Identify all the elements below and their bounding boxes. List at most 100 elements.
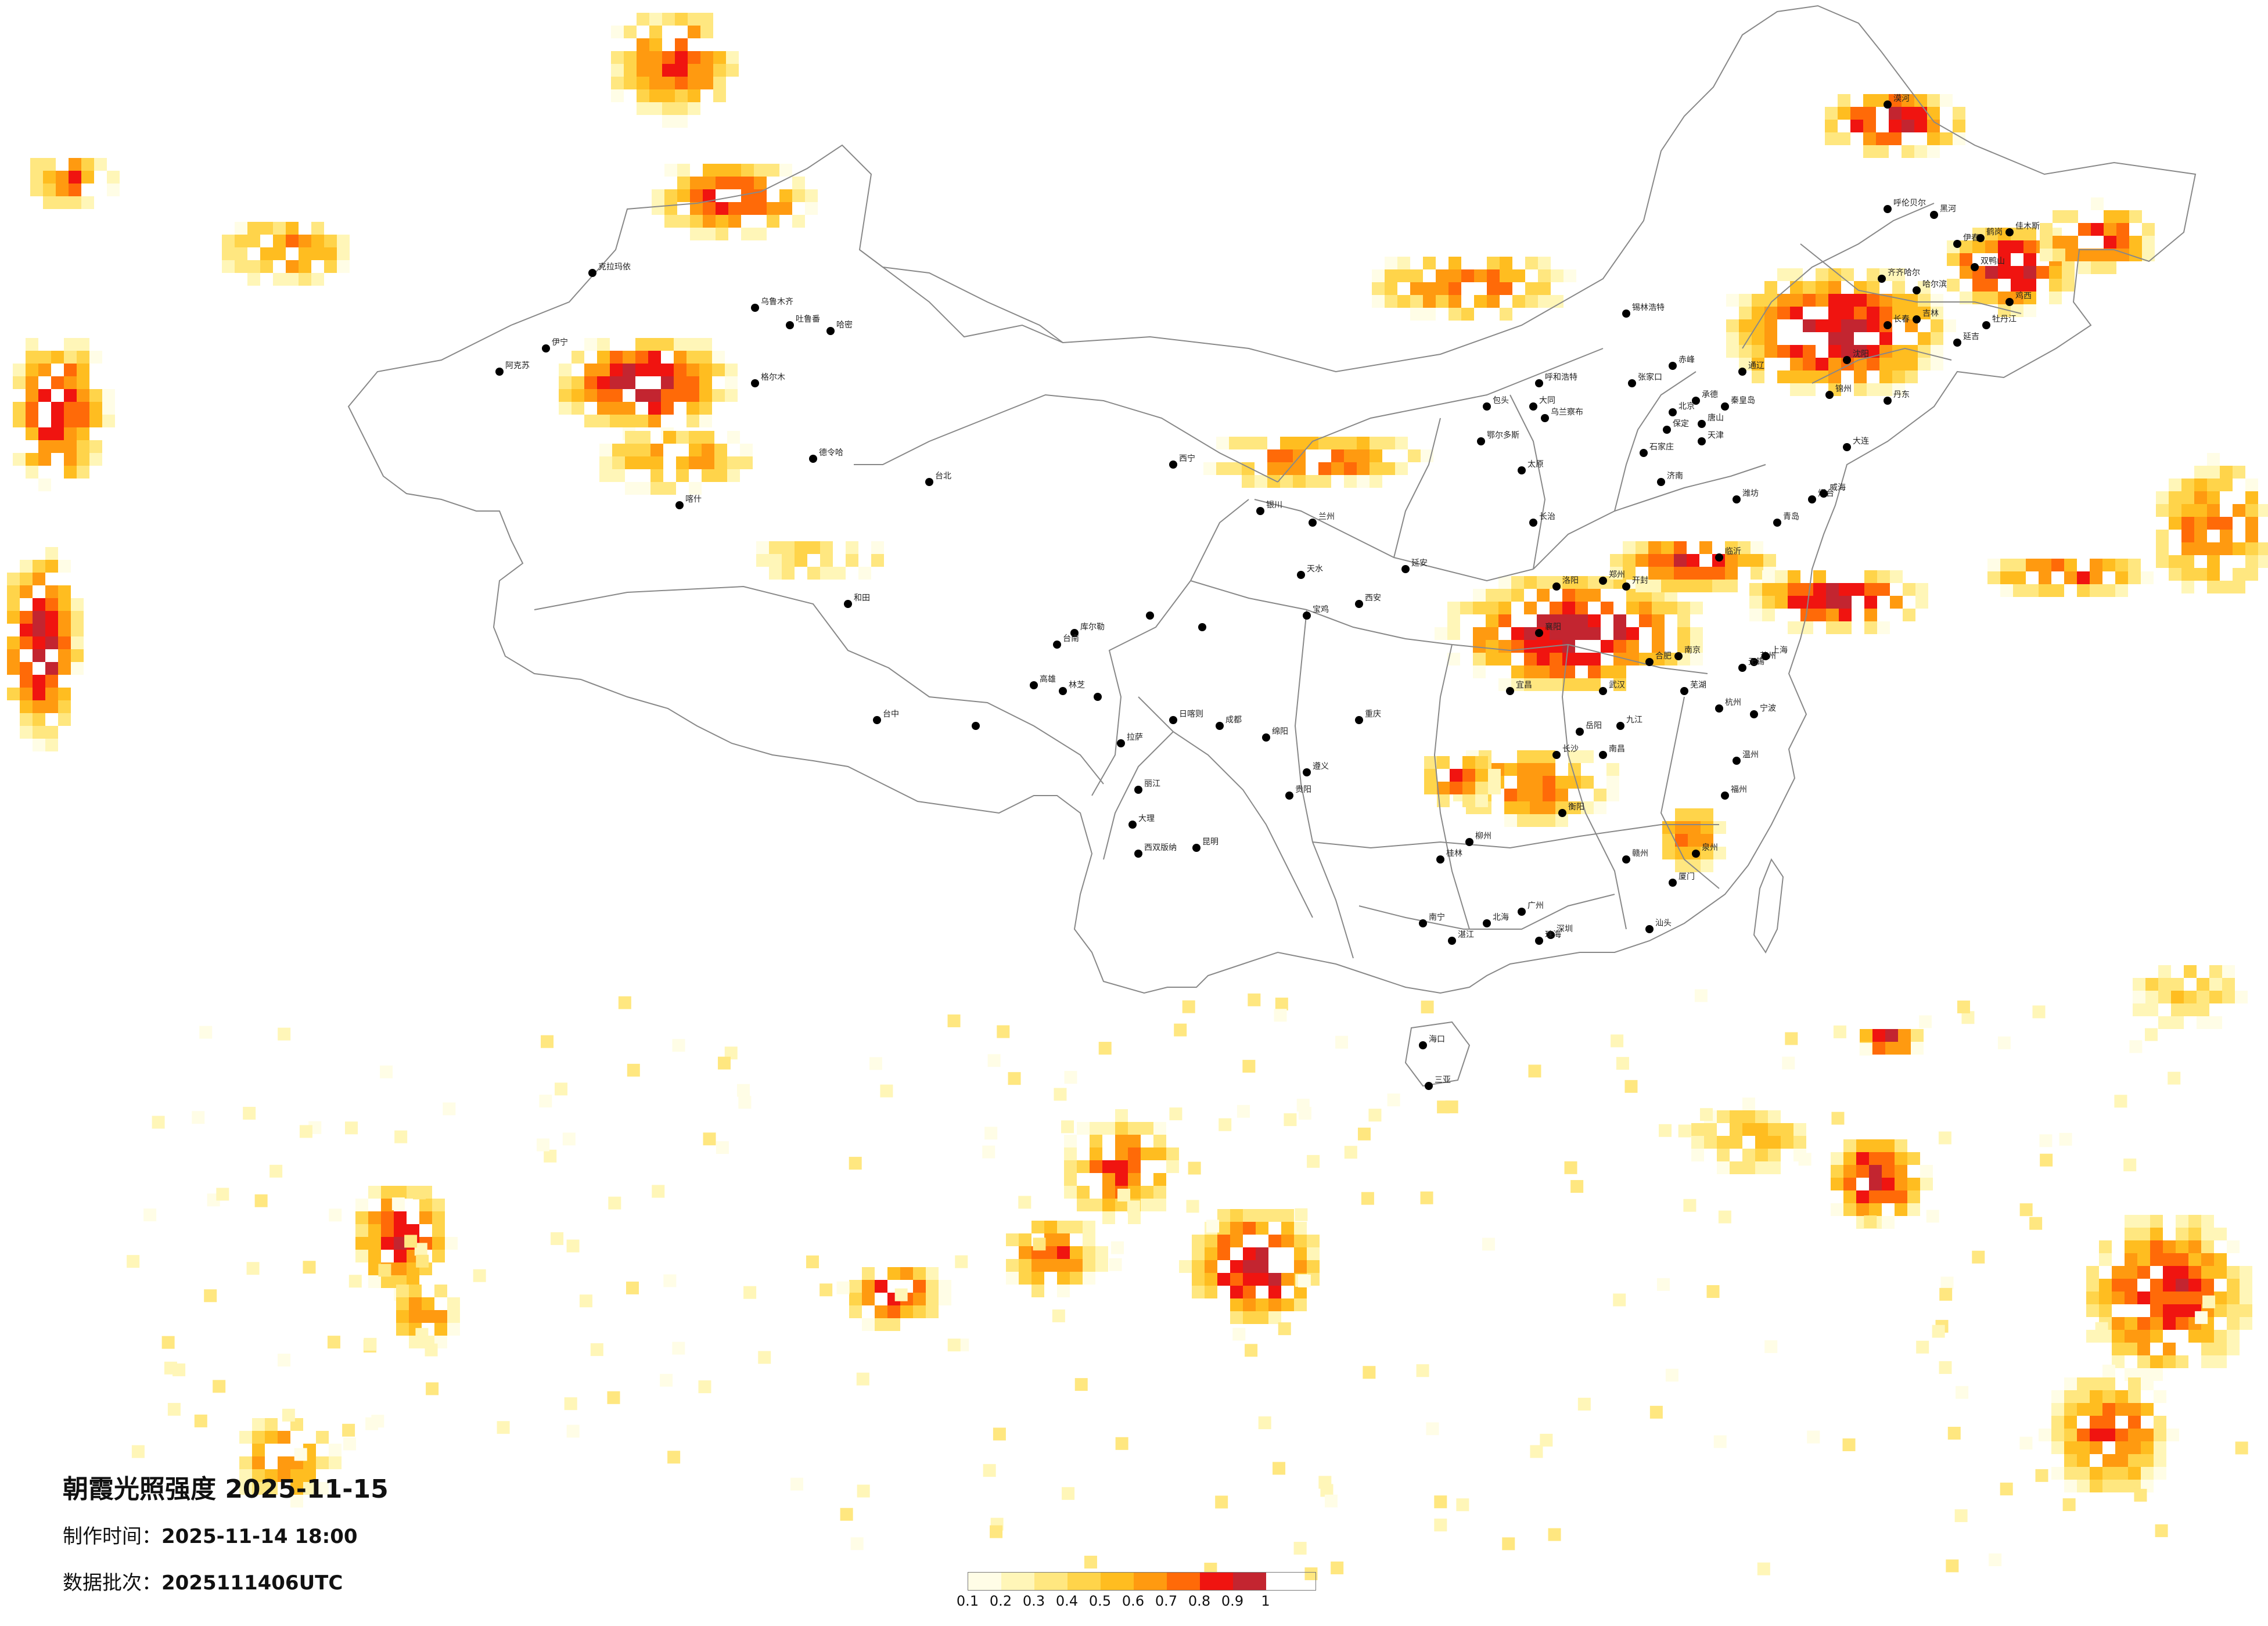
city-dot [1721, 402, 1729, 411]
city-dot [1448, 937, 1456, 945]
city-label: 泉州 [1702, 843, 1718, 852]
city-label: 喀什 [685, 495, 702, 504]
city-label: 杭州 [1725, 698, 1741, 707]
city-dot [1558, 809, 1566, 817]
city-label: 西安 [1365, 593, 1381, 603]
city-dot [1622, 582, 1630, 591]
data-batch-value: 2025111406UTC [161, 1571, 343, 1595]
city-label: 无锡 [1748, 657, 1764, 667]
city-dot [1953, 240, 1961, 248]
city-dot [1692, 850, 1700, 858]
city-label: 银川 [1266, 501, 1282, 510]
city-dot [1535, 379, 1543, 387]
city-label: 厦门 [1678, 872, 1695, 882]
city-dot [873, 716, 881, 724]
city-dot [751, 304, 759, 312]
city-dot [1297, 571, 1305, 579]
city-dot [1535, 937, 1543, 945]
city-label: 和田 [854, 593, 870, 603]
city-label: 柳州 [1475, 831, 1491, 841]
legend-tick-label: 1 [1261, 1593, 1270, 1609]
city-dot [1262, 733, 1270, 742]
city-dot [1820, 490, 1828, 498]
city-label: 林芝 [1069, 681, 1085, 690]
legend-tick-label: 0.7 [1155, 1593, 1178, 1609]
city-label: 海口 [1429, 1035, 1445, 1044]
city-label: 包头 [1493, 396, 1509, 405]
city-dot [1715, 704, 1723, 713]
city-label: 台南 [1063, 634, 1079, 643]
city-dot [1059, 687, 1067, 695]
city-label: 伊春 [1963, 233, 1979, 243]
city-dot [1436, 855, 1444, 864]
city-dot [1645, 658, 1654, 666]
city-dot [2005, 228, 2014, 236]
city-label: 吉林 [1922, 309, 1939, 318]
city-dot [1738, 368, 1746, 376]
city-label: 呼和浩特 [1545, 373, 1577, 382]
city-dot [1053, 641, 1061, 649]
city-label: 湛江 [1458, 930, 1474, 940]
city-label: 长春 [1893, 315, 1910, 324]
production-time-label: 制作时间： [63, 1525, 161, 1548]
legend-tick-label: 0.2 [989, 1593, 1012, 1609]
city-label: 西宁 [1179, 454, 1195, 463]
legend-tick-label: 0.1 [956, 1593, 979, 1609]
legend-swatch [1101, 1573, 1134, 1590]
city-dot [1518, 466, 1526, 474]
city-label: 三亚 [1435, 1075, 1451, 1085]
city-label: 洛阳 [1562, 576, 1579, 585]
city-label: 延安 [1411, 559, 1428, 568]
city-dot [1134, 786, 1142, 794]
city-dot [1117, 739, 1125, 747]
data-batch: 数据批次：2025111406UTC [63, 1567, 343, 1595]
city-label: 太原 [1527, 460, 1544, 469]
legend-swatch [1167, 1573, 1200, 1590]
city-label: 吐鲁番 [796, 315, 820, 324]
glow-intensity-heatmap [7, 13, 2268, 1581]
city-dot [1669, 408, 1677, 416]
legend-tick-label: 0.6 [1122, 1593, 1145, 1609]
production-time: 制作时间：2025-11-14 18:00 [63, 1520, 358, 1549]
city-label: 鄂尔多斯 [1487, 430, 1519, 440]
city-label: 深圳 [1557, 924, 1573, 934]
legend-swatch [968, 1573, 1001, 1590]
city-label: 长治 [1539, 512, 1555, 521]
legend-swatch [1134, 1573, 1167, 1590]
city-label: 鸡西 [2015, 291, 2032, 301]
city-dot [1645, 925, 1654, 933]
city-label: 宁波 [1760, 703, 1776, 713]
city-dot [1733, 495, 1741, 503]
city-dot [1878, 275, 1886, 283]
city-label: 北京 [1678, 402, 1695, 411]
city-dot [1070, 629, 1079, 637]
legend-tick-label: 0.3 [1022, 1593, 1045, 1609]
city-label: 福州 [1731, 785, 1747, 794]
city-dot [925, 478, 933, 486]
city-dot [809, 455, 817, 463]
city-dot [1622, 310, 1630, 318]
city-label: 赣州 [1632, 849, 1648, 858]
city-label: 襄阳 [1545, 623, 1561, 632]
city-dot [1535, 629, 1543, 637]
city-label: 衡阳 [1568, 803, 1584, 812]
color-legend: 0.1 0.2 0.3 0.4 0.5 0.6 0.7 0.8 0.9 1 [957, 1572, 1316, 1609]
city-dot [1913, 286, 1921, 294]
city-dot [1285, 792, 1293, 800]
data-batch-label: 数据批次： [63, 1571, 161, 1595]
city-dot [1477, 437, 1485, 445]
city-dot [1884, 205, 1892, 213]
city-label: 南昌 [1609, 744, 1625, 754]
production-time-value: 2025-11-14 18:00 [161, 1525, 358, 1548]
city-dot [1913, 315, 1921, 323]
city-dot [1698, 437, 1706, 445]
city-label: 宝鸡 [1313, 605, 1329, 614]
city-label: 拉萨 [1127, 733, 1143, 742]
city-dot [1541, 414, 1549, 422]
city-label: 合肥 [1655, 652, 1672, 661]
city-label: 珠海 [1545, 930, 1561, 940]
city-dot [1976, 234, 1985, 242]
city-dot [1750, 710, 1758, 718]
city-dot [1733, 757, 1741, 765]
